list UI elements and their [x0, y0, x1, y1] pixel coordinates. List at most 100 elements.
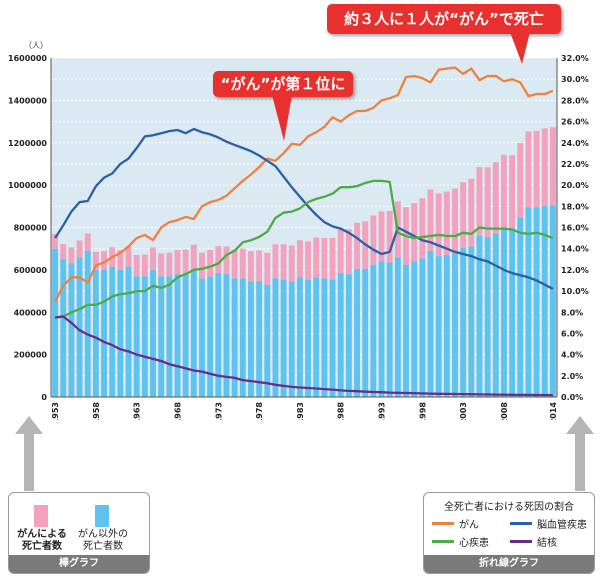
x-tick-label: 1968	[174, 402, 183, 420]
bar-other-deaths	[386, 262, 393, 397]
bar-cancer-deaths	[207, 249, 214, 277]
bar-cancer-deaths	[158, 253, 165, 277]
bar-cancer-deaths	[460, 182, 467, 248]
line-graph-legend-footer: 折れ線グラフ	[424, 555, 594, 573]
left-axis-unit: （人）	[24, 41, 48, 50]
bar-other-deaths	[68, 263, 75, 397]
legend-label-cerebrovascular: 脳血管疾患	[537, 520, 587, 531]
bar-cancer-deaths	[92, 251, 99, 270]
line-graph-legend: 全死亡者における死因の割合 がん 脳血管疾患 心疾患 結核 折れ線グラフ	[423, 492, 595, 574]
x-tick-label: 1958	[92, 402, 101, 420]
bar-other-deaths	[492, 233, 499, 397]
right-tick-label: 8.0%	[561, 308, 583, 317]
bar-other-deaths	[476, 235, 483, 397]
bar-other-deaths	[403, 264, 409, 397]
line-heart-disease	[54, 179, 554, 319]
bar-cancer-deaths	[272, 244, 279, 279]
bar-cancer-deaths	[215, 246, 222, 274]
bar-cancer-deaths	[141, 254, 148, 277]
x-tick-label: 2003	[459, 402, 468, 420]
callout-cancer-first-text: “がん”が第１位に	[220, 75, 346, 93]
bar-cancer-deaths	[231, 249, 238, 279]
bar-cancer-deaths	[329, 237, 336, 280]
bar-other-deaths	[337, 273, 344, 397]
x-tick-label: 1993	[378, 402, 387, 420]
bar-other-deaths	[517, 217, 524, 397]
bar-other-deaths	[248, 281, 254, 397]
bar-cancer-deaths	[533, 130, 540, 208]
bar-cancer-deaths	[321, 237, 328, 279]
right-tick-label: 16.0%	[561, 224, 589, 233]
right-tick-label: 0.0%	[561, 393, 583, 402]
bar-cancer-deaths	[101, 251, 107, 270]
right-tick-label: 4.0%	[561, 351, 583, 360]
bar-other-deaths	[92, 269, 99, 397]
legend-label-heart-disease: 心疾患	[459, 538, 489, 549]
bar-cancer-deaths	[256, 250, 263, 282]
bar-cancer-deaths	[150, 247, 156, 270]
legend-label-cancer: がん	[459, 520, 479, 531]
bar-other-deaths	[190, 269, 197, 397]
bar-other-deaths	[460, 247, 467, 397]
bar-cancer-deaths	[541, 128, 548, 206]
bar-cancer-deaths	[296, 240, 303, 278]
right-tick-label: 28.0%	[561, 96, 589, 105]
bar-other-deaths	[452, 252, 458, 397]
right-tick-label: 30.0%	[561, 75, 589, 84]
right-tick-label: 20.0%	[561, 181, 589, 190]
bar-other-deaths	[321, 278, 328, 397]
legend-label-other-deaths: がん以外の 死亡者数	[78, 529, 128, 552]
line-tuberculosis	[54, 315, 553, 397]
bar-other-deaths	[133, 276, 140, 397]
bar-other-deaths	[329, 279, 336, 397]
left-axis-arrow-icon	[15, 416, 43, 491]
x-tick-label: 1983	[296, 402, 305, 420]
bar-other-deaths	[60, 259, 67, 397]
x-tick-label: 1978	[255, 402, 264, 420]
x-tick-label: 1988	[337, 402, 346, 420]
left-tick-label: 400000	[14, 308, 48, 317]
bar-cancer-deaths	[117, 249, 124, 270]
x-tick-label: 1998	[418, 402, 427, 420]
x-tick-label: 2014	[549, 402, 558, 420]
bar-other-deaths	[223, 274, 230, 397]
bar-cancer-deaths	[305, 241, 312, 280]
x-tick-label: 1953	[51, 402, 60, 420]
bar-cancer-deaths	[52, 233, 59, 249]
bar-cancer-deaths	[337, 229, 344, 274]
bar-other-deaths	[394, 257, 401, 397]
bar-cancer-deaths	[68, 247, 75, 264]
bar-other-deaths	[174, 274, 181, 397]
bar-cancer-deaths	[419, 198, 426, 259]
right-tick-label: 32.0%	[561, 54, 589, 63]
bar-graph-legend: がんによる 死亡者数 がん以外の 死亡者数 棒グラフ	[8, 492, 150, 574]
bar-cancer-deaths	[280, 244, 287, 280]
bar-other-deaths	[207, 276, 214, 397]
bar-other-deaths	[215, 273, 222, 397]
bar-other-deaths	[370, 264, 377, 397]
right-tick-label: 12.0%	[561, 266, 589, 275]
legend-line-heart-disease	[432, 540, 454, 543]
right-tick-label: 24.0%	[561, 139, 589, 148]
bar-cancer-deaths	[264, 252, 271, 285]
legend-label-tuberculosis: 結核	[537, 538, 557, 549]
bar-other-deaths	[264, 284, 271, 397]
bar-other-deaths	[419, 258, 426, 397]
callout-cancer-first: “がん”が第１位に	[213, 71, 353, 97]
bar-cancer-deaths	[525, 131, 532, 208]
left-tick-label: 1600000	[8, 54, 47, 63]
bar-cancer-deaths	[76, 240, 83, 258]
bar-cancer-deaths	[199, 252, 205, 279]
bar-cancer-deaths	[248, 251, 254, 282]
bar-cancer-deaths	[370, 215, 377, 265]
x-tick-label: 1963	[133, 402, 142, 420]
left-tick-label: 600000	[14, 266, 48, 275]
bar-other-deaths	[525, 207, 532, 397]
bar-other-deaths	[509, 228, 516, 397]
bar-cancer-deaths	[468, 178, 475, 247]
legend-line-cerebrovascular	[510, 522, 532, 525]
bar-cancer-deaths	[345, 229, 352, 275]
bar-other-deaths	[533, 207, 540, 397]
bar-other-deaths	[109, 266, 116, 397]
bar-other-deaths	[484, 237, 491, 397]
